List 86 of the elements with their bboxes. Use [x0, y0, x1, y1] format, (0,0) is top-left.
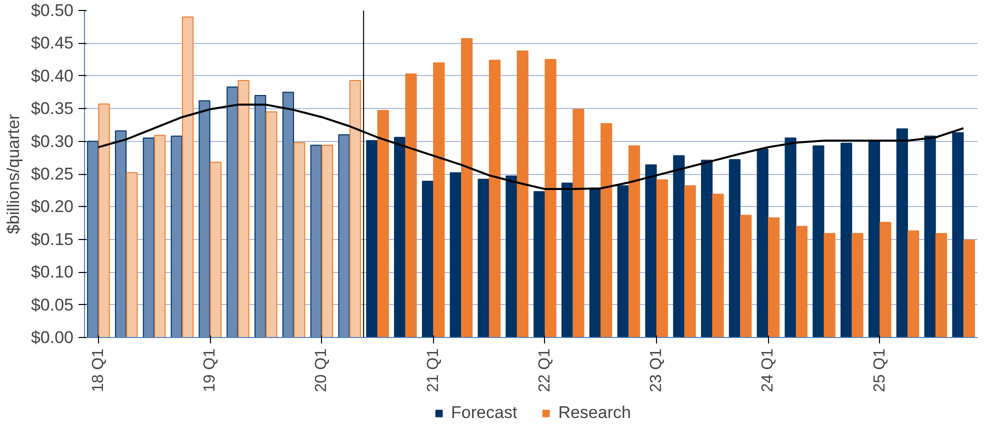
bar	[812, 145, 824, 338]
bar	[712, 194, 724, 338]
bar	[478, 178, 490, 338]
bar	[433, 62, 445, 338]
bar	[544, 59, 556, 338]
bar	[572, 108, 584, 338]
bar	[321, 144, 334, 338]
bar	[126, 172, 138, 338]
bar	[600, 123, 612, 338]
bar	[628, 145, 640, 338]
bar	[87, 140, 99, 338]
bar	[338, 134, 350, 338]
y-tick-label: $0.05	[30, 295, 74, 314]
bar	[114, 130, 127, 338]
bar	[740, 214, 752, 338]
bar	[266, 111, 278, 338]
bar	[617, 185, 629, 338]
y-tick-label: $0.00	[30, 328, 74, 347]
legend-label: Forecast	[451, 403, 518, 423]
y-tick-label: $0.25	[30, 164, 74, 184]
bar	[840, 142, 852, 338]
bar	[796, 226, 808, 338]
bar	[673, 155, 685, 338]
bar	[935, 233, 948, 338]
bar	[461, 38, 473, 338]
bar	[645, 164, 657, 338]
bar	[238, 80, 250, 338]
bar	[377, 110, 389, 338]
y-tick-label: $0.45	[30, 34, 74, 53]
bar	[226, 86, 238, 338]
bar	[294, 142, 306, 338]
y-tick-label: $0.50	[30, 1, 74, 20]
y-tick-label: $0.15	[30, 230, 74, 249]
bar	[896, 128, 908, 338]
bar	[282, 92, 294, 338]
y-tick-label: $0.40	[30, 66, 74, 86]
bar	[684, 185, 696, 338]
bar	[170, 136, 182, 338]
bar	[656, 179, 668, 338]
x-tick-label: 25 Q1	[871, 348, 888, 392]
x-tick-label: 23 Q1	[648, 348, 666, 392]
bar	[924, 136, 936, 338]
bar	[952, 132, 964, 338]
y-tick-label: $0.35	[30, 99, 74, 118]
bar	[908, 230, 920, 338]
bar	[756, 148, 768, 338]
bar	[198, 100, 210, 338]
bar	[963, 240, 975, 338]
bar	[868, 140, 880, 338]
x-tick-label: 18 Q1	[90, 348, 107, 392]
bar	[154, 134, 166, 338]
bar	[422, 180, 434, 338]
x-tick-label: 19 Q1	[202, 348, 219, 392]
bar	[784, 138, 796, 338]
x-tick-label: 24 Q1	[760, 348, 777, 392]
bar	[310, 144, 322, 338]
bar	[394, 136, 406, 338]
bar	[98, 104, 110, 338]
y-tick-label: $0.30	[30, 132, 74, 151]
x-tick-label: 20 Q1	[313, 348, 330, 392]
bar	[488, 60, 501, 338]
bar	[852, 233, 864, 338]
bar	[516, 50, 528, 338]
bar	[210, 162, 222, 338]
bar	[561, 182, 574, 338]
legend-label: Research	[558, 403, 631, 423]
x-tick-label: 21 Q1	[424, 348, 442, 392]
bar	[349, 80, 361, 338]
bar	[768, 217, 780, 338]
bar	[589, 188, 601, 338]
bar	[506, 175, 518, 338]
y-tick-label: $0.10	[30, 262, 74, 282]
bar	[880, 222, 892, 338]
bar	[142, 138, 154, 338]
bar	[254, 95, 266, 338]
x-tick-label: 22 Q1	[536, 348, 554, 392]
bar	[182, 16, 194, 338]
bar	[824, 233, 836, 338]
bar	[405, 73, 417, 338]
bar	[701, 160, 713, 338]
y-tick-label: $0.20	[30, 197, 74, 216]
bar	[534, 191, 546, 338]
bar	[366, 140, 378, 338]
bar	[728, 159, 741, 338]
bar	[450, 172, 462, 338]
y-axis-title: $billions/quarter	[4, 114, 23, 234]
